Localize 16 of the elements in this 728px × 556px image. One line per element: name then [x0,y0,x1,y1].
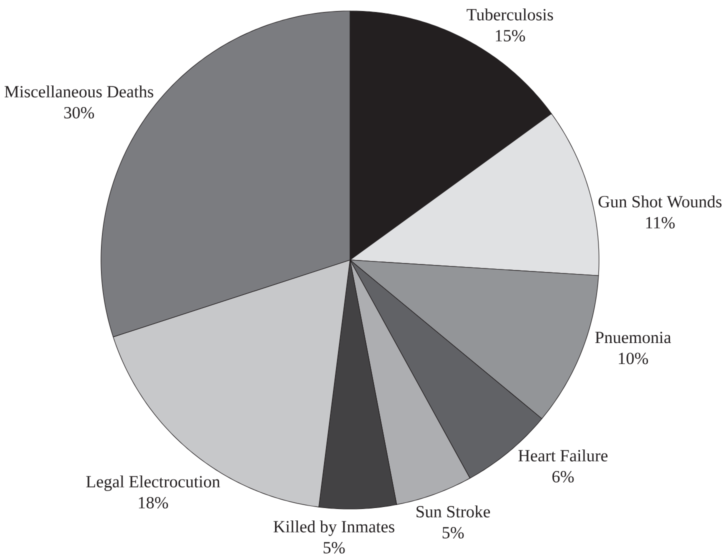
data-label: 6% [552,470,574,482]
slice-label: Heart Failure [518,449,608,462]
slice-label: Pnuemonia [595,332,672,344]
data-label: 11% [646,216,675,228]
slice-label: Gun Shot Wounds [598,195,722,208]
slice-label: Killed by Inmates [274,520,394,536]
data-label: 30% [64,106,94,118]
slice-label: Miscellaneous Deaths [4,85,154,98]
data-label: 18% [138,496,168,508]
data-label: 10% [618,352,648,364]
slice-label: Sun Stroke [416,505,490,518]
slice-label: Legal Electrocution [86,475,220,491]
slice-label: Tuberculosis [466,8,554,20]
data-label: 15% [496,30,526,42]
data-label: 5% [442,526,464,538]
data-label: 5% [324,542,345,554]
